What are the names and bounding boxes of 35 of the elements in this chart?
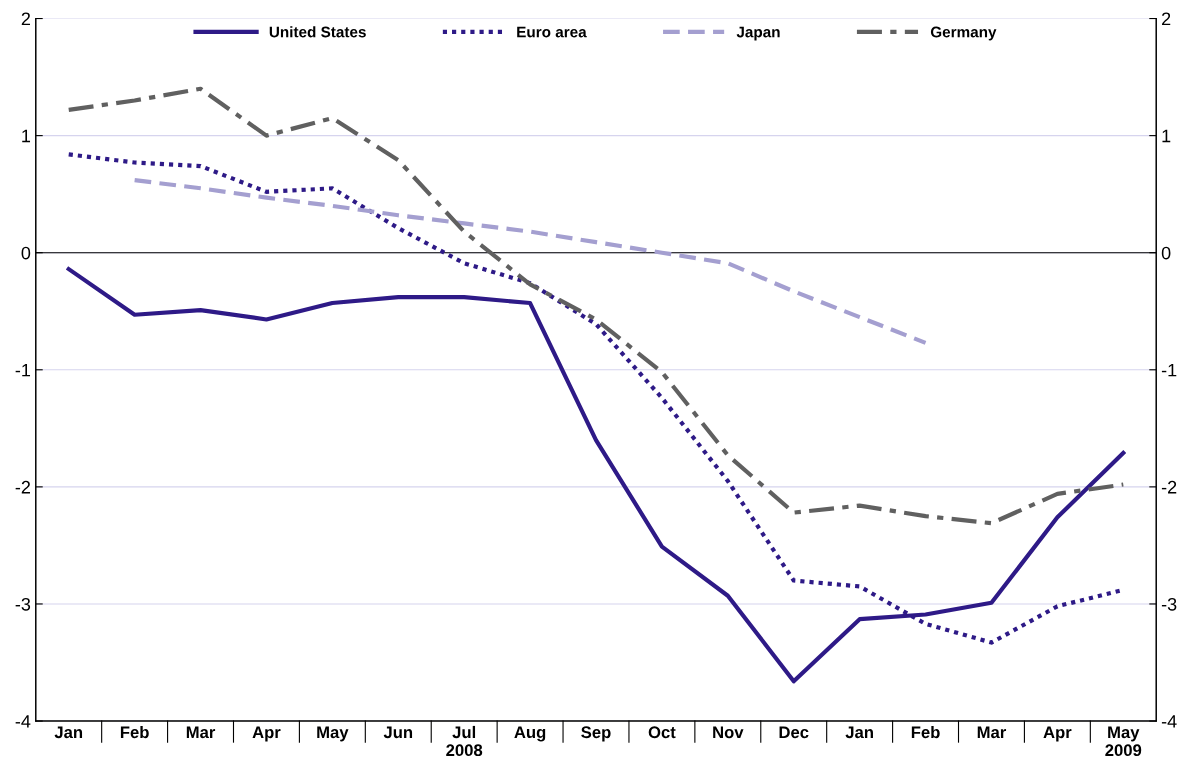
x-tick-label: Feb [911,725,940,739]
x-tick-label: Dec [779,726,809,739]
y-tick-label: 2 [21,12,30,26]
x-tick-label: Mar [186,726,216,739]
x-tick-label: Apr [1043,726,1072,742]
y-tick-label: 1 [22,129,31,143]
x-tick-label: Mar [977,726,1007,739]
y-tick-label: -4 [15,715,31,728]
x-tick-label: May [317,726,349,742]
x-tick-label: Jul 2008 [446,725,483,757]
y2-tick-label: 1 [1162,129,1171,143]
legend-label: Euro area [517,26,587,38]
x-tick-label: Feb [120,725,149,739]
y2-tick-label: -4 [1161,715,1177,728]
y-tick-label: 0 [21,246,31,260]
legend-label: Germany [930,26,997,41]
x-tick-label: Jan [845,726,873,739]
x-tick-label: Oct [648,726,676,739]
y2-tick-label: 0 [1161,246,1171,260]
y-tick-label: -3 [15,597,31,611]
y-tick-label: -2 [15,480,30,494]
y2-tick-label: -3 [1161,597,1177,611]
y2-tick-label: -1 [1161,363,1177,377]
legend-label: United States [269,26,366,38]
y-tick-label: -1 [15,363,31,377]
x-tick-label: Jan [54,726,83,739]
legend-label: Japan [736,26,780,41]
x-tick-label: Jun [383,726,413,739]
y2-tick-label: -2 [1161,480,1177,494]
x-tick-label: Apr [252,726,281,742]
x-tick-label: May 2009 [1105,726,1142,757]
x-tick-label: Sep [581,726,611,742]
x-tick-label: Nov [713,726,744,739]
x-tick-label: Aug [514,726,546,742]
y2-tick-label: 2 [1162,12,1171,26]
